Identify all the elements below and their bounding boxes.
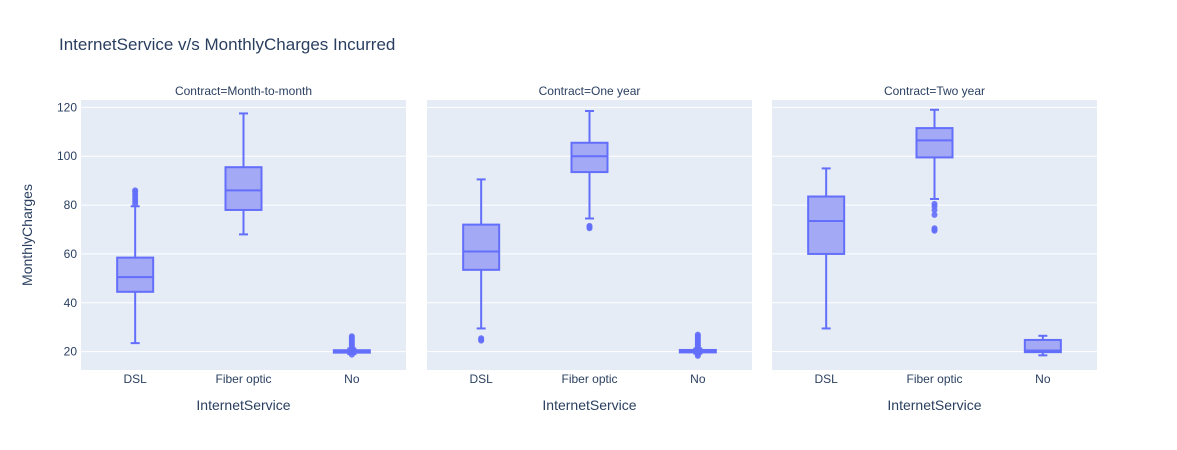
x-tick-label: Fiber optic <box>215 372 271 386</box>
box-trace <box>807 167 846 330</box>
x-axis-title: InternetService <box>542 397 636 413</box>
x-tick-label: DSL <box>469 372 493 386</box>
x-tick-label: DSL <box>814 372 838 386</box>
y-tick-label: 80 <box>64 198 78 212</box>
box-trace <box>570 109 609 232</box>
facet-label: Contract=Month-to-month <box>175 84 312 98</box>
y-tick-label: 100 <box>57 149 77 163</box>
y-tick-label: 40 <box>64 296 78 310</box>
outlier-point <box>931 225 938 232</box>
outlier-point <box>478 335 485 342</box>
x-tick-label: Fiber optic <box>906 372 962 386</box>
box-trace <box>462 178 501 344</box>
x-tick-label: No <box>1035 372 1051 386</box>
facets-layer: 20 40 60 80 100 120 Contract=Month-to-month DSL… <box>57 84 1097 413</box>
box-iqr <box>807 195 846 255</box>
x-tick-label: No <box>344 372 360 386</box>
box-iqr <box>1023 338 1062 354</box>
outlier-point <box>931 211 938 218</box>
facet-label: Contract=One year <box>539 84 641 98</box>
box-trace <box>1023 334 1062 357</box>
box-iqr <box>224 166 263 211</box>
chart-title: InternetService v/s MonthlyCharges Incur… <box>59 35 395 54</box>
box-trace <box>915 108 954 234</box>
box-iqr <box>462 223 501 271</box>
facet-panel: Contract=Two year DSL Fiber optic No Interne… <box>772 84 1097 413</box>
y-tick-label: 20 <box>64 345 78 359</box>
outlier-point <box>931 200 938 207</box>
facet-panel: Contract=One year DSL Fiber optic No Interne… <box>427 84 752 413</box>
box-iqr <box>915 127 954 159</box>
box-trace <box>678 331 717 359</box>
y-axis-title: MonthlyCharges <box>19 184 35 286</box>
facet-label: Contract=Two year <box>884 84 985 98</box>
box-trace <box>332 333 371 358</box>
box-trace <box>116 187 155 345</box>
x-tick-label: No <box>690 372 706 386</box>
outlier-point <box>694 351 701 358</box>
outlier-point <box>348 333 355 340</box>
y-tick-label: 60 <box>64 247 78 261</box>
outlier-point <box>132 187 139 194</box>
box-iqr <box>570 141 609 174</box>
outlier-point <box>348 351 355 358</box>
outlier-point <box>586 222 593 229</box>
y-tick-label: 120 <box>57 100 77 114</box>
box-iqr <box>116 256 155 293</box>
x-axis-title: InternetService <box>196 397 290 413</box>
x-axis-title: InternetService <box>887 397 981 413</box>
x-tick-label: DSL <box>123 372 147 386</box>
outlier-point <box>694 331 701 338</box>
box-trace <box>224 112 263 236</box>
x-tick-label: Fiber optic <box>561 372 617 386</box>
facet-panel: 20 40 60 80 100 120 Contract=Month-to-month DSL… <box>57 84 406 413</box>
